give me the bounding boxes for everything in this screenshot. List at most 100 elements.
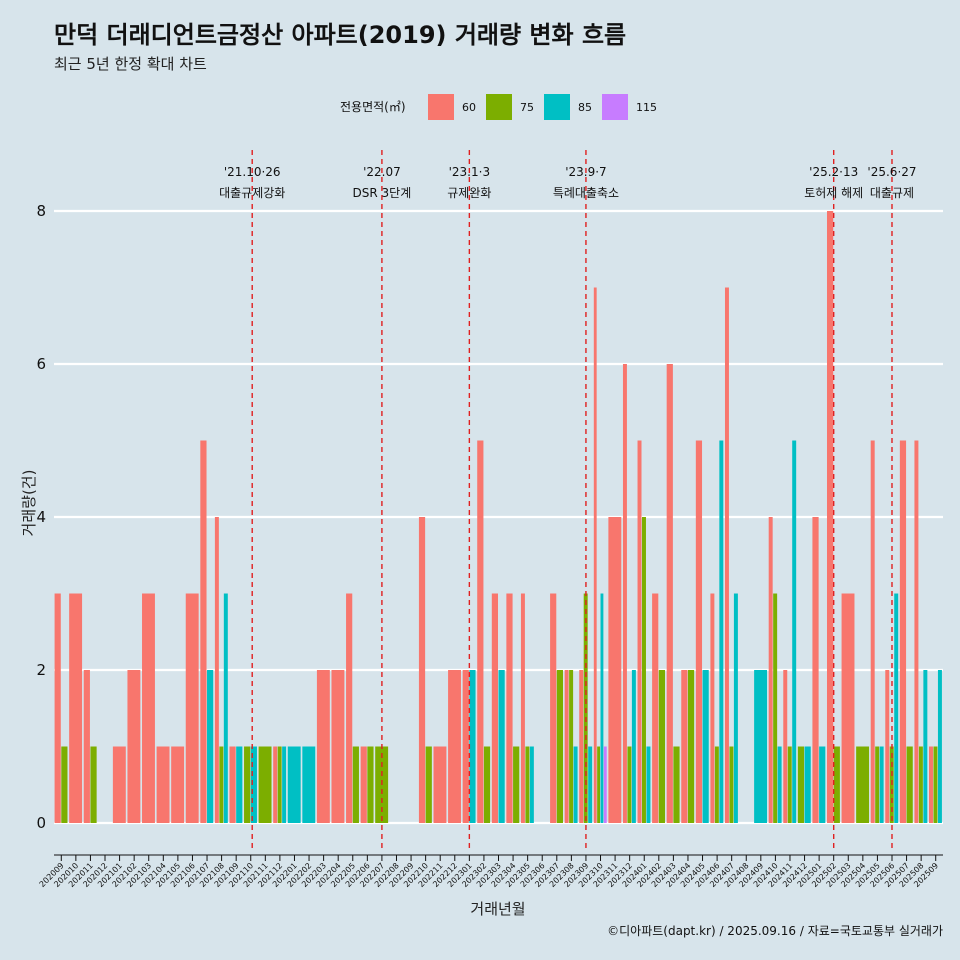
bar-60-202101: [112, 746, 126, 823]
x-axis-label: 거래년월: [470, 900, 525, 918]
plot-area: 0 2 4 6 8: [36, 202, 943, 832]
bar-85-202505: [879, 746, 884, 823]
y-tick-label: 4: [36, 508, 46, 526]
bar-85-202411: [792, 440, 797, 823]
bar-85-202310: [600, 593, 604, 823]
event-date: '25.6·27: [867, 165, 916, 179]
bar-60-202108: [214, 517, 219, 823]
y-axis-label: 거래량(건): [20, 470, 38, 537]
y-tick-label: 6: [36, 355, 46, 373]
bar-60-202107: [200, 440, 207, 823]
bar-60-202211: [433, 746, 447, 823]
bar-60-202506: [885, 670, 890, 823]
bar-75-202411: [787, 746, 792, 823]
bar-60-202509: [929, 746, 933, 823]
bar-60-202310: [593, 287, 597, 823]
event-date: '25.2·13: [809, 165, 858, 179]
chart-title: 만덕 더래디언트금정산 아파트(2019) 거래량 변화 흐름: [54, 21, 626, 49]
bar-60-202210: [418, 517, 426, 823]
bar-60-202312: [622, 364, 627, 823]
event-label: 토허제 해제: [804, 186, 863, 200]
event-date: '22.07: [363, 165, 401, 179]
event-date: '23.1·3: [449, 165, 490, 179]
bar-60-202212: [448, 670, 461, 823]
bar-75-202304: [513, 746, 520, 823]
bar-60-202301: [462, 670, 469, 823]
caption: ©디아파트(dapt.kr) / 2025.09.16 / 자료=국토교통부 실…: [607, 924, 943, 938]
bar-60-202507: [899, 440, 907, 823]
bar-60-202302: [477, 440, 484, 823]
bar-60-202402: [652, 593, 659, 823]
bar-60-202204: [331, 670, 345, 823]
bar-85-202110: [250, 746, 257, 823]
bar-75-202507: [906, 746, 913, 823]
event-label: 규제완화: [447, 186, 491, 200]
bar-75-202210: [425, 746, 432, 823]
legend-key-85: [544, 94, 570, 120]
bar-60-202109: [229, 746, 236, 823]
bar-85-202406: [719, 440, 724, 823]
bar-75-202406: [714, 746, 719, 823]
bar-60-202309: [579, 670, 584, 823]
bar-85-202301: [469, 670, 476, 823]
bar-60-202406: [710, 593, 715, 823]
bar-60-202105: [171, 746, 185, 823]
bar-75-202404: [687, 670, 695, 823]
bar-85-202108: [223, 593, 228, 823]
bar-85-202201: [287, 746, 301, 823]
event-date: '21.10·26: [224, 165, 281, 179]
bar-75-202009: [61, 746, 68, 823]
bar-60-202502: [826, 211, 834, 823]
bar-85-202305: [529, 746, 534, 823]
bar-60-202501: [812, 517, 819, 823]
bar-60-202009: [54, 593, 61, 823]
bar-60-202104: [156, 746, 170, 823]
bar-85-202309: [588, 746, 593, 823]
bar-85-202303: [498, 670, 505, 823]
legend-key-115: [602, 94, 628, 120]
bar-60-202010: [69, 593, 83, 823]
legend-label-75: 75: [520, 101, 534, 114]
bar-115-202310: [603, 746, 607, 823]
bar-75-202407: [729, 746, 734, 823]
bar-75-202308: [569, 670, 574, 823]
event-label: DSR 3단계: [353, 186, 412, 200]
bar-75-202508: [918, 746, 923, 823]
bar-60-202505: [870, 440, 875, 823]
bar-60-202311: [608, 517, 622, 823]
bar-85-202410: [777, 746, 782, 823]
bar-85-202202: [302, 746, 316, 823]
bar-60-202410: [768, 517, 773, 823]
bar-75-202312: [627, 746, 632, 823]
bar-60-202403: [666, 364, 673, 823]
bar-75-202504: [856, 746, 870, 823]
bar-60-202407: [724, 287, 729, 823]
bar-75-202305: [525, 746, 530, 823]
legend-key-75: [486, 94, 512, 120]
legend-title: 전용면적(㎡): [340, 100, 406, 114]
bar-75-202108: [219, 746, 224, 823]
bar-75-202110: [244, 746, 251, 823]
bar-85-202509: [937, 670, 942, 823]
bar-85-202107: [207, 670, 214, 823]
bar-60-202011: [83, 670, 90, 823]
bar-60-202307: [550, 593, 557, 823]
bar-75-202310: [597, 746, 601, 823]
event-label: 대출규제: [870, 186, 914, 200]
bar-75-202403: [673, 746, 680, 823]
event-date: '23.9·7: [565, 165, 606, 179]
x-axis: 2020092020102020112020122021012021022021…: [38, 854, 943, 889]
bar-60-202106: [185, 593, 199, 823]
bar-75-202307: [556, 670, 563, 823]
bar-60-202401: [637, 440, 642, 823]
bar-75-202111: [258, 746, 272, 823]
event-label: 대출규제강화: [219, 186, 285, 200]
bar-75-202205: [352, 746, 359, 823]
bar-60-202405: [695, 440, 703, 823]
bar-60-202411: [783, 670, 788, 823]
bar-75-202302: [483, 746, 491, 823]
chart-subtitle: 최근 5년 한정 확대 차트: [54, 55, 207, 73]
bar-75-202412: [797, 746, 805, 823]
event-label: 특례대출축소: [553, 186, 619, 200]
